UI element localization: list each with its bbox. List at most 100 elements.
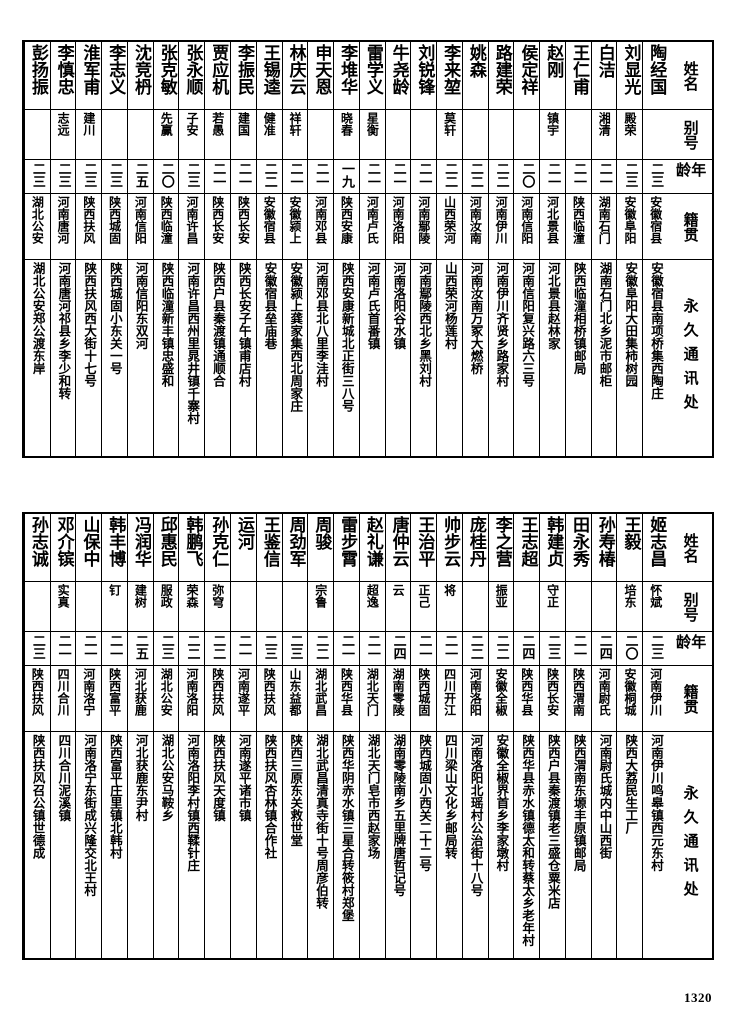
entry-address: 山西荣河杨莲村 <box>442 262 458 350</box>
entry-age: 二二 <box>313 634 329 660</box>
entry-name: 王治平 <box>414 516 435 567</box>
entry-address-cell: 河南信阳复兴路六三号 <box>514 260 539 456</box>
entry-alias-cell: 健准 <box>256 110 282 160</box>
entry-age: 二一 <box>107 634 123 660</box>
entry-alias-cell <box>230 582 256 632</box>
entry-name-cell: 李之营 <box>488 514 514 582</box>
entry-age-cell: 二二 <box>205 632 230 666</box>
entry-native: 河南遂平 <box>236 668 251 716</box>
entry-age: 二二 <box>493 162 509 188</box>
entry-alias: 若愚 <box>210 112 225 136</box>
entry-address: 湖南零陵南乡五里牌唐哲记号 <box>391 734 407 897</box>
entry-name: 刘显光 <box>620 44 641 95</box>
entry-address-cell: 湖北武昌清真寺街十号周彦伯转 <box>308 732 333 958</box>
entry-name-cell: 赵礼谦 <box>359 514 385 582</box>
entry-native: 陕西渭南 <box>571 668 586 716</box>
entry-alias-cell: 殿荣 <box>617 110 643 160</box>
entry-alias-cell <box>334 582 359 632</box>
entry-name-cell: 王仁甫 <box>565 42 591 110</box>
roster-entry-column: 姚森 二二 河南汝南 河南汝南万冢大燃桥 <box>461 42 488 456</box>
entry-native-cell: 安徽全椒 <box>488 666 514 732</box>
entry-name-cell: 淮军甫 <box>76 42 102 110</box>
entry-address: 河南伊川齐贤乡路家村 <box>494 262 510 387</box>
entry-name: 姬志昌 <box>646 516 667 567</box>
entry-alias: 守正 <box>545 584 560 608</box>
entry-address-cell: 河南卢氏首番镇 <box>360 260 385 456</box>
entry-name: 运河 <box>234 516 255 550</box>
entry-age: 二一 <box>364 634 380 660</box>
entry-address-cell: 河北景县赵林家 <box>540 260 565 456</box>
entry-address: 河南信阳复兴路六三号 <box>520 262 536 387</box>
entry-age-cell: 二一 <box>591 160 617 194</box>
entry-native-cell: 河南信阳 <box>127 194 153 260</box>
roster-entry-column: 李之营 振亚 二二 安徽全椒 安徽全椒界首乡李家墩村 <box>487 514 514 958</box>
entry-age: 二一 <box>442 634 458 660</box>
row-header-alias: 别号 <box>668 582 712 632</box>
entry-native: 安徽颍上 <box>288 196 303 244</box>
entry-alias-cell: 宗鲁 <box>308 582 334 632</box>
entry-native-cell: 安徽桐城 <box>617 666 643 732</box>
entry-native-cell: 陕西华县 <box>334 666 359 732</box>
entry-native: 陕西扶风 <box>262 668 277 716</box>
entry-alias-cell: 荣森 <box>179 582 205 632</box>
entry-name-cell: 山保中 <box>76 514 102 582</box>
roster-entry-column: 周骏 宗鲁 二二 湖北武昌 湖北武昌清真寺街十号周彦伯转 <box>307 514 334 958</box>
roster-table-bottom: 姓名 别号 年龄 籍贯 永久通讯处 姬志昌 怀斌 二三 河南伊川 河南伊川鸣皋镇西元东村 王毅 培东二… <box>22 512 714 960</box>
entry-native-cell: 陕西长安 <box>230 194 256 260</box>
entry-native: 河南洛阳 <box>184 668 199 716</box>
entry-age-cell: 二四 <box>591 632 617 666</box>
entry-address: 河南伊川鸣皋镇西元东村 <box>648 734 664 872</box>
entry-age-cell: 二三 <box>179 160 205 194</box>
entry-name: 李之营 <box>491 516 512 567</box>
entry-name-cell: 运河 <box>230 514 256 582</box>
entry-alias: 正己 <box>416 584 431 608</box>
entry-age-cell: 二二 <box>462 632 488 666</box>
entry-address: 陕西大荔民生工厂 <box>623 734 639 834</box>
entry-name-cell: 彭扬振 <box>24 42 50 110</box>
entry-age-cell: 二三 <box>643 632 668 666</box>
roster-entry-column: 赵刚 镇宇 二一 河北景县 河北景县赵林家 <box>539 42 565 456</box>
entry-name: 庞桂丹 <box>465 516 486 567</box>
roster-entry-column: 申天恩 二一 河南邓县 河南邓县北八里李洼村 <box>307 42 334 456</box>
entry-alias-cell <box>385 110 411 160</box>
entry-alias-cell: 若愚 <box>205 110 230 160</box>
entry-address-cell: 河南伊川鸣皋镇西元东村 <box>643 732 668 958</box>
entry-alias-cell <box>282 582 308 632</box>
entry-address-cell: 山西荣河杨莲村 <box>437 260 462 456</box>
entry-address-cell: 陕西临潼相桥镇邮局 <box>566 260 591 456</box>
entry-alias: 云 <box>391 584 406 596</box>
entry-age-cell: 二一 <box>540 160 565 194</box>
entry-name-cell: 孙克仁 <box>205 514 230 582</box>
entry-name: 邱惠民 <box>156 516 177 567</box>
entry-name-cell: 李志义 <box>102 42 127 110</box>
entry-native: 陕西华县 <box>519 668 534 716</box>
entry-native-cell: 湖南石门 <box>591 194 617 260</box>
entry-address-cell: 陕西临潼新丰镇忠盛和 <box>154 260 179 456</box>
entry-native-cell: 陕西富平 <box>102 666 127 732</box>
roster-entry-column: 刘显光 殿荣 二三 安徽阜阳 安徽阜阳大田集柿树园 <box>616 42 643 456</box>
entry-name: 王锡逵 <box>259 44 280 95</box>
entry-native-cell: 湖南零陵 <box>385 666 411 732</box>
entry-native-cell: 安徽颍上 <box>282 194 308 260</box>
row-header-label: 籍贯 <box>681 683 700 714</box>
entry-age-cell: 二一 <box>565 632 591 666</box>
entry-alias-cell <box>76 582 102 632</box>
entry-name-cell: 李来堃 <box>437 42 462 110</box>
roster-entry-column: 王鉴信 二三 陕西扶风 陕西扶风杏林镇合作社 <box>255 514 282 958</box>
entry-native-cell: 陕西扶风 <box>24 666 50 732</box>
entry-alias: 建国 <box>236 112 251 136</box>
entry-alias-cell <box>565 582 591 632</box>
roster-entry-column: 淮军甫 建川 二三 陕西扶风 陕西扶风西大街十七号 <box>75 42 102 456</box>
entry-name-cell: 李堆华 <box>334 42 359 110</box>
entry-alias-cell <box>24 582 50 632</box>
entry-native: 四川开江 <box>442 668 457 716</box>
entry-alias: 祥轩 <box>288 112 303 136</box>
entry-native-cell: 陕西临潼 <box>565 194 591 260</box>
entry-name-cell: 林庆云 <box>282 42 308 110</box>
entry-native: 陕西长安 <box>210 196 225 244</box>
entry-address-cell: 陕西华县赤水镇德太和转蔡太乡老年村 <box>514 732 539 958</box>
entry-alias: 健准 <box>262 112 277 136</box>
entry-age-cell: 二四 <box>514 632 540 666</box>
entry-age: 二一 <box>390 162 406 188</box>
entry-native-cell: 河南洛阳 <box>385 194 411 260</box>
